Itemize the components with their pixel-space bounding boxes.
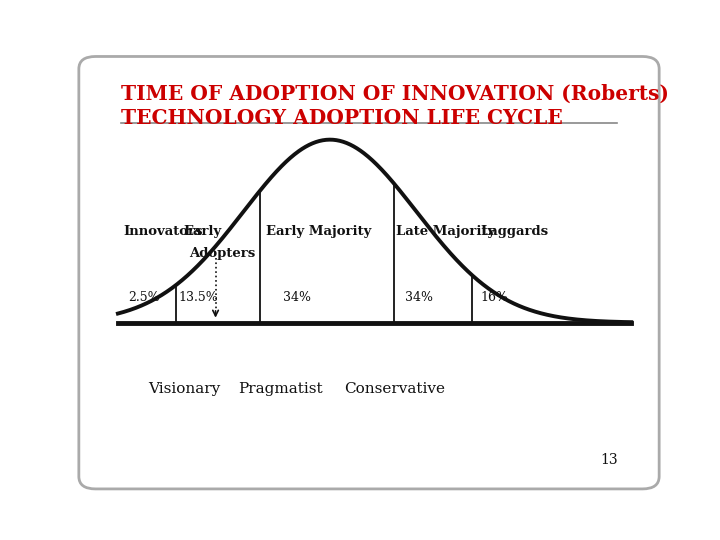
- Text: Laggards: Laggards: [481, 225, 549, 238]
- Text: Pragmatist: Pragmatist: [238, 382, 323, 396]
- Text: Late Majority: Late Majority: [396, 225, 495, 238]
- FancyBboxPatch shape: [79, 57, 660, 489]
- Text: Early Majority: Early Majority: [266, 225, 371, 238]
- Text: 2.5%: 2.5%: [128, 291, 160, 304]
- Text: Visionary: Visionary: [148, 382, 221, 396]
- Text: 16%: 16%: [481, 291, 508, 304]
- Text: TIME OF ADOPTION OF INNOVATION (Roberts): TIME OF ADOPTION OF INNOVATION (Roberts): [121, 84, 669, 104]
- Text: Conservative: Conservative: [344, 382, 445, 396]
- Text: Early: Early: [184, 225, 222, 238]
- Text: 34%: 34%: [282, 291, 310, 304]
- Text: 34%: 34%: [405, 291, 433, 304]
- Text: Innovators: Innovators: [124, 225, 203, 238]
- Text: 13: 13: [600, 453, 618, 467]
- Text: 13.5%: 13.5%: [178, 291, 218, 304]
- Text: TECHNOLOGY ADOPTION LIFE CYCLE: TECHNOLOGY ADOPTION LIFE CYCLE: [121, 109, 562, 129]
- Text: Adopters: Adopters: [189, 247, 256, 260]
